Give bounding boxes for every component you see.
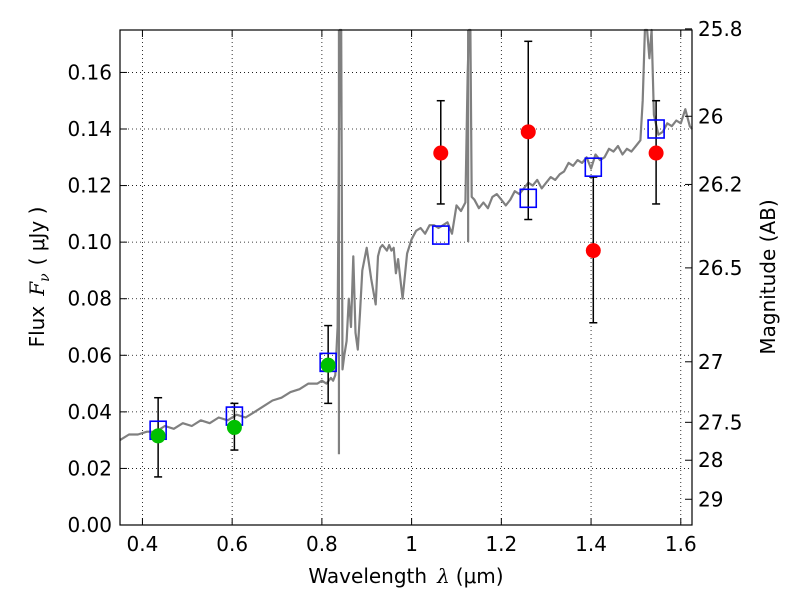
y-tick-label: 0.14 <box>67 117 112 141</box>
x-tick-label: 1.6 <box>665 532 697 556</box>
y-tick-label: 0.12 <box>67 174 112 198</box>
x-tick-label: 1 <box>405 532 418 556</box>
sed-model-curve <box>119 28 693 455</box>
y2-tick-label: 29 <box>698 487 723 511</box>
detection-point <box>226 419 242 435</box>
x-axis-ticks: 0.4 0.6 0.8 1 1.2 1.4 1.6 <box>127 30 697 556</box>
y2-tick-label: 26 <box>698 104 723 128</box>
y-axis-ticks: 0.00 0.02 0.04 0.06 0.08 0.10 0.12 0.14 0.16 <box>67 60 127 537</box>
y2-tick-label: 28 <box>698 448 723 472</box>
y2-tick-label: 26.5 <box>698 256 743 280</box>
x-axis-label: Wavelength λ (μm) <box>308 564 503 588</box>
y-axis-label: FluxFν( μJy ) <box>25 207 53 348</box>
y-tick-label: 0.04 <box>67 400 112 424</box>
model-flux-boxes <box>149 119 665 441</box>
sed-model-line <box>119 28 693 442</box>
x-tick-label: 1.2 <box>485 532 517 556</box>
y2-axis-label: Magnitude (AB) <box>756 199 780 354</box>
y2-tick-label: 26.2 <box>698 172 743 196</box>
y-tick-label: 0.06 <box>67 343 112 367</box>
y-tick-label: 0.16 <box>67 60 112 84</box>
red-flux-point <box>433 145 449 161</box>
red-flux-point <box>648 145 664 161</box>
x-tick-label: 0.4 <box>127 532 159 556</box>
grid-lines <box>120 30 692 526</box>
y-tick-label: 0.08 <box>67 287 112 311</box>
y-tick-label: 0.02 <box>67 456 112 480</box>
x-tick-label: 0.8 <box>306 532 338 556</box>
y2-axis-ticks: 25.8 26 26.2 26.5 27 27.5 28 29 <box>685 17 743 511</box>
model-flux-box <box>519 188 538 209</box>
y-tick-label: 0.00 <box>67 513 112 537</box>
y-tick-label: 0.10 <box>67 230 112 254</box>
red-flux-point <box>520 124 536 140</box>
plot-frame <box>119 29 693 526</box>
x-tick-label: 1.4 <box>575 532 607 556</box>
y2-tick-label: 27.5 <box>698 410 743 434</box>
model-flux-box <box>647 119 665 139</box>
detection-point <box>150 428 166 444</box>
red-flux-point <box>585 243 601 259</box>
model-flux-box <box>431 225 450 245</box>
y2-tick-label: 25.8 <box>698 17 743 41</box>
measured-flux-points <box>150 124 664 444</box>
detection-point <box>320 357 336 373</box>
model-flux-box <box>584 157 603 177</box>
y2-tick-label: 27 <box>698 350 723 374</box>
x-tick-label: 0.6 <box>216 532 248 556</box>
